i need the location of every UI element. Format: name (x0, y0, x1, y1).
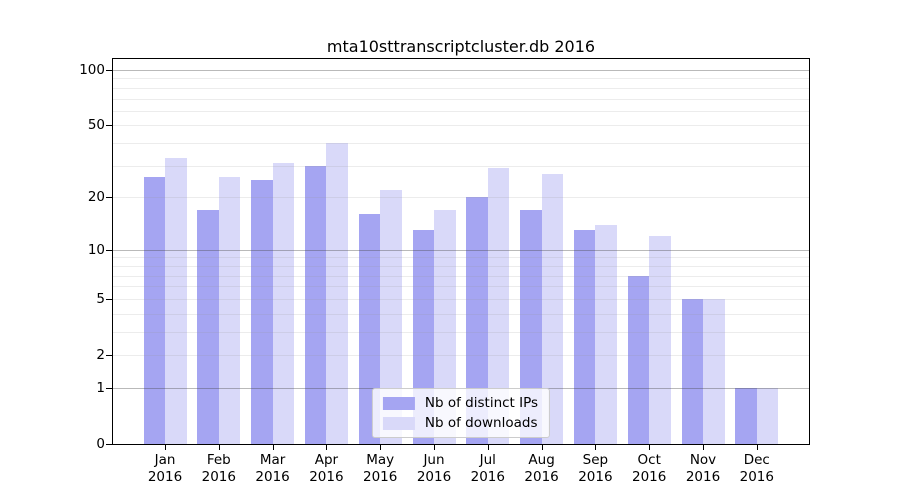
gridline-minor-9 (113, 257, 809, 259)
x-tick-label-mar: Mar 2016 (255, 452, 290, 485)
bar-nb-of-downloads-jun (434, 209, 456, 444)
gridline-minor-60 (113, 110, 809, 112)
gridline-minor-6 (113, 286, 809, 288)
x-tick-label-may: May 2016 (363, 452, 398, 485)
y-tick-label-100: 100 (79, 62, 105, 78)
x-tick-mark-oct (649, 445, 651, 450)
bar-nb-of-distinct-ips-apr (304, 165, 327, 444)
y-tick-mark-2 (106, 355, 112, 356)
y-tick-label-0: 0 (96, 436, 105, 452)
y-tick-mark-10 (106, 249, 112, 251)
chart-title: mta10sttranscriptcluster.db 2016 (326, 37, 596, 56)
x-tick-mark-aug (541, 445, 543, 450)
bar-nb-of-downloads-dec (756, 387, 779, 444)
bar-nb-of-distinct-ips-jul (466, 197, 488, 444)
gridline-minor-7 (113, 275, 809, 277)
x-tick-label-oct: Oct 2016 (632, 452, 667, 485)
x-tick-mark-jan (165, 445, 166, 450)
bar-nb-of-downloads-aug (541, 174, 564, 444)
y-tick-label-1: 1 (96, 379, 105, 396)
gridline-major-100 (113, 70, 809, 71)
bar-nb-of-downloads-mar (272, 163, 295, 444)
bar-nb-of-downloads-jul (487, 168, 510, 444)
gridlines-layer (113, 59, 809, 444)
bar-nb-of-distinct-ips-jan (143, 176, 165, 444)
y-tick-label-5: 5 (96, 290, 105, 307)
bar-nb-of-distinct-ips-may (358, 214, 381, 444)
gridline-minor-50 (113, 125, 809, 127)
gridline-minor-3 (113, 331, 809, 333)
x-tick-mark-dec (756, 445, 758, 450)
gridline-minor-70 (113, 98, 809, 100)
bar-nb-of-distinct-ips-feb (197, 209, 219, 444)
gridline-major-10 (113, 249, 809, 251)
legend-label-downloads: Nb of downloads (424, 415, 538, 431)
x-tick-label-sep: Sep 2016 (578, 452, 613, 485)
bar-nb-of-downloads-sep (595, 224, 617, 444)
y-tick-mark-0 (106, 444, 112, 445)
x-tick-mark-apr (326, 445, 328, 450)
x-tick-label-dec: Dec 2016 (739, 452, 774, 485)
bar-nb-of-distinct-ips-oct (627, 275, 650, 444)
gridline-minor-20 (113, 197, 809, 199)
bar-nb-of-downloads-may (380, 189, 402, 444)
x-tick-label-feb: Feb 2016 (201, 452, 236, 485)
bar-nb-of-downloads-jan (165, 158, 187, 444)
x-tick-label-jun: Jun 2016 (416, 452, 452, 485)
x-tick-mark-sep (595, 445, 597, 450)
gridline-minor-80 (113, 87, 809, 89)
gridline-minor-90 (113, 78, 809, 80)
x-tick-label-jul: Jul 2016 (470, 452, 505, 485)
gridline-minor-4 (113, 313, 809, 315)
bar-nb-of-downloads-nov (703, 298, 725, 444)
y-tick-label-20: 20 (87, 189, 105, 206)
y-tick-label-2: 2 (96, 347, 105, 363)
x-tick-label-aug: Aug 2016 (524, 452, 559, 485)
y-tick-label-10: 10 (87, 241, 105, 258)
y-tick-mark-1 (106, 387, 112, 389)
bar-nb-of-distinct-ips-dec (735, 387, 757, 444)
bar-nb-of-distinct-ips-nov (681, 298, 703, 444)
gridline-minor-5 (113, 298, 809, 300)
legend: Nb of distinct IPs Nb of downloads (371, 388, 551, 438)
y-tick-mark-20 (106, 197, 112, 199)
x-tick-label-apr: Apr 2016 (309, 452, 344, 485)
legend-label-distinct-ips: Nb of distinct IPs (424, 395, 539, 411)
bar-nb-of-distinct-ips-mar (251, 180, 273, 444)
x-tick-label-nov: Nov 2016 (685, 452, 721, 485)
y-tick-mark-50 (106, 125, 112, 127)
bar-nb-of-distinct-ips-aug (520, 209, 542, 444)
x-tick-mark-jul (487, 445, 489, 450)
gridline-minor-8 (113, 265, 809, 267)
x-tick-mark-nov (703, 445, 704, 450)
legend-item-downloads: Nb of downloads (382, 415, 538, 431)
bar-nb-of-downloads-feb (218, 176, 241, 444)
x-tick-mark-may (380, 445, 382, 450)
bar-nb-of-distinct-ips-sep (573, 230, 596, 444)
legend-item-distinct-ips: Nb of distinct IPs (382, 395, 539, 411)
x-tick-mark-feb (218, 445, 220, 450)
y-tick-label-50: 50 (87, 117, 105, 134)
gridline-minor-30 (113, 165, 809, 167)
bar-nb-of-downloads-apr (326, 143, 348, 444)
x-tick-label-jan: Jan 2016 (147, 452, 183, 485)
legend-swatch-downloads (382, 416, 415, 430)
gridline-minor-2 (113, 355, 809, 356)
x-tick-mark-jun (434, 445, 435, 450)
bars-layer (113, 59, 809, 444)
plot-area: Nb of distinct IPs Nb of downloads (112, 58, 810, 445)
x-tick-mark-mar (272, 445, 274, 450)
legend-swatch-distinct-ips (382, 396, 415, 410)
y-tick-mark-100 (106, 70, 112, 71)
y-tick-mark-5 (106, 298, 112, 300)
gridline-minor-40 (113, 143, 809, 145)
bar-nb-of-downloads-oct (649, 236, 671, 444)
